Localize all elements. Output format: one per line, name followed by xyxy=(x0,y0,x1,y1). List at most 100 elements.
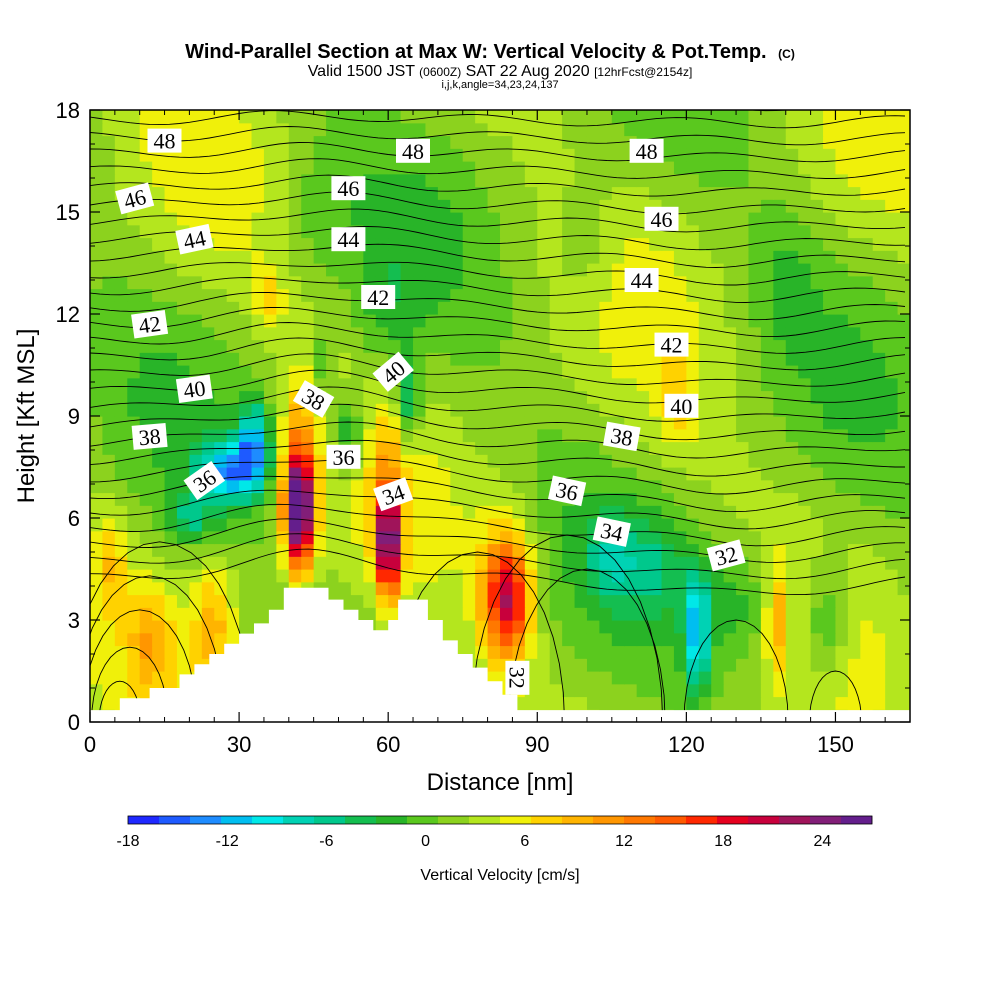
heatmap-cell xyxy=(102,569,116,583)
heatmap-cell xyxy=(599,263,613,277)
heatmap-cell xyxy=(388,530,402,545)
heatmap-cell xyxy=(835,237,849,251)
heatmap-cell xyxy=(524,161,538,175)
heatmap-cell xyxy=(500,594,514,608)
heatmap-cell xyxy=(723,683,737,698)
heatmap-cell xyxy=(636,110,650,124)
heatmap-cell xyxy=(127,250,141,264)
heatmap-cell xyxy=(860,224,874,239)
heatmap-cell xyxy=(475,186,489,200)
heatmap-cell xyxy=(375,428,389,443)
heatmap-cell xyxy=(760,263,774,277)
heatmap-cell xyxy=(462,122,476,137)
heatmap-cell xyxy=(599,479,613,494)
heatmap-cell xyxy=(897,454,910,468)
heatmap-cell xyxy=(586,696,600,710)
theta-label-box xyxy=(396,138,430,163)
heatmap-cell xyxy=(90,301,104,315)
heatmap-cell xyxy=(611,173,625,188)
heatmap-cell xyxy=(152,505,166,519)
heatmap-cell xyxy=(673,594,687,608)
heatmap-cell xyxy=(661,110,675,124)
heatmap-cell xyxy=(636,492,650,506)
y-axis-label: Height [Kft MSL] xyxy=(13,329,40,504)
heatmap-cell xyxy=(251,467,265,481)
heatmap-cell xyxy=(823,288,837,302)
heatmap-cell xyxy=(276,441,290,455)
heatmap-cell xyxy=(885,683,899,698)
heatmap-cell xyxy=(661,467,675,481)
heatmap-cell xyxy=(239,416,253,430)
heatmap-cell xyxy=(239,569,253,583)
heatmap-cell xyxy=(773,696,787,710)
heatmap-cell xyxy=(673,416,687,430)
heatmap-cell xyxy=(686,237,700,251)
heatmap-cell xyxy=(872,530,886,545)
heatmap-cell xyxy=(810,428,824,443)
heatmap-cell xyxy=(201,199,215,213)
heatmap-cell xyxy=(350,161,364,175)
heatmap-cell xyxy=(388,326,402,341)
heatmap-cell xyxy=(860,428,874,443)
heatmap-cell xyxy=(164,212,178,226)
heatmap-cell xyxy=(562,224,576,239)
heatmap-cell xyxy=(375,224,389,239)
heatmap-cell xyxy=(810,505,824,519)
heatmap-cell xyxy=(127,110,141,124)
heatmap-cell xyxy=(562,314,576,328)
heatmap-cell xyxy=(326,543,340,557)
heatmap-cell xyxy=(897,275,910,290)
heatmap-cell xyxy=(413,224,427,239)
heatmap-cell xyxy=(475,237,489,251)
heatmap-cell xyxy=(885,416,899,430)
heatmap-cell xyxy=(860,339,874,353)
heatmap-cell xyxy=(885,224,899,239)
heatmap-cell xyxy=(350,581,364,596)
heatmap-cell xyxy=(636,326,650,341)
heatmap-cell xyxy=(425,352,439,366)
heatmap-cell xyxy=(189,199,203,213)
heatmap-cell xyxy=(127,288,141,302)
heatmap-cell xyxy=(214,326,228,341)
heatmap-cell xyxy=(773,135,787,149)
heatmap-cell xyxy=(785,645,799,659)
heatmap-cell xyxy=(885,696,899,710)
heatmap-cell xyxy=(586,645,600,659)
heatmap-cell xyxy=(363,428,377,443)
heatmap-cell xyxy=(711,441,725,455)
heatmap-cell xyxy=(512,186,526,200)
heatmap-cell xyxy=(524,186,538,200)
heatmap-cell xyxy=(90,135,104,149)
heatmap-cell xyxy=(537,148,551,162)
heatmap-cell xyxy=(860,212,874,226)
heatmap-cell xyxy=(798,224,812,239)
colorbar-tick-label: 0 xyxy=(421,833,430,850)
heatmap-cell xyxy=(475,594,489,608)
heatmap-cell xyxy=(835,314,849,328)
heatmap-cell xyxy=(586,148,600,162)
heatmap-cell xyxy=(127,620,141,634)
heatmap-cell xyxy=(661,620,675,634)
heatmap-cell xyxy=(847,275,861,290)
heatmap-cell xyxy=(661,594,675,608)
heatmap-cell xyxy=(176,314,190,328)
heatmap-cell xyxy=(698,620,712,634)
heatmap-cell xyxy=(301,275,315,290)
heatmap-cell xyxy=(152,632,166,647)
heatmap-cell xyxy=(636,518,650,532)
heatmap-cell xyxy=(350,288,364,302)
heatmap-cell xyxy=(611,250,625,264)
heatmap-cell xyxy=(338,492,352,506)
heatmap-cell xyxy=(599,161,613,175)
theta-label-box xyxy=(175,223,214,255)
heatmap-cell xyxy=(437,237,451,251)
heatmap-cell xyxy=(736,607,750,621)
heatmap-cell xyxy=(549,148,563,162)
heatmap-cell xyxy=(760,543,774,557)
heatmap-cell xyxy=(562,607,576,621)
heatmap-cell xyxy=(785,632,799,647)
heatmap-cell xyxy=(413,505,427,519)
heatmap-cell xyxy=(226,135,240,149)
heatmap-cell xyxy=(760,696,774,710)
heatmap-cell xyxy=(475,224,489,239)
